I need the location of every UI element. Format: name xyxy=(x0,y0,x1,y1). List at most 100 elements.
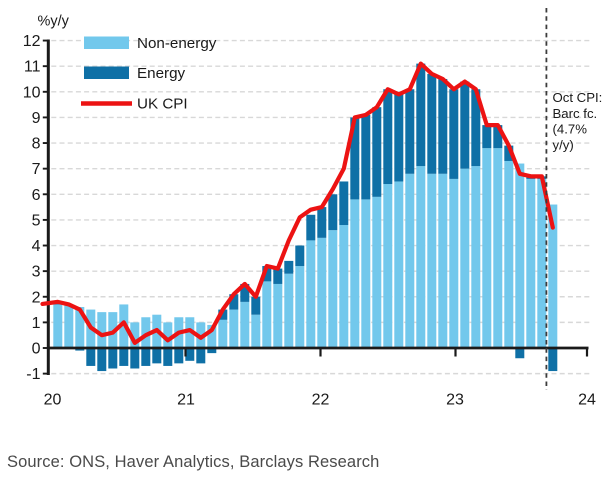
forecast-annotation-line: (4.7% xyxy=(553,122,588,137)
non-energy-bar xyxy=(141,317,151,348)
energy-bar xyxy=(504,145,514,161)
non-energy-bar xyxy=(548,204,558,348)
y-tick-label: 10 xyxy=(23,84,41,101)
energy-bar xyxy=(218,309,228,320)
y-tick-label: 3 xyxy=(32,264,41,281)
energy-bar xyxy=(273,268,283,284)
y-tick-label: 0 xyxy=(32,341,41,358)
axes xyxy=(42,39,589,375)
x-tick-label: 23 xyxy=(446,392,464,409)
energy-bar-negative xyxy=(130,348,140,369)
y-axis-unit-label: %y/y xyxy=(38,14,70,30)
legend: Non-energy Energy UK CPI xyxy=(81,35,217,113)
energy-bar xyxy=(361,114,371,200)
energy-bar xyxy=(350,117,360,200)
non-energy-bar xyxy=(438,173,448,348)
energy-bar xyxy=(482,125,492,149)
energy-bar-negative xyxy=(196,348,206,364)
y-tick-label: 8 xyxy=(32,136,41,153)
energy-bar xyxy=(471,89,481,167)
non-energy-bar xyxy=(306,240,316,348)
energy-bar xyxy=(229,294,239,310)
non-energy-bar xyxy=(394,181,404,348)
non-energy-bar xyxy=(361,199,371,348)
energy-bar-negative xyxy=(207,348,217,354)
forecast-annotation: Oct CPI:Barc fc.(4.7%y/y) xyxy=(553,90,603,152)
energy-bar xyxy=(339,181,349,226)
non-energy-bar xyxy=(350,199,360,348)
non-energy-bar xyxy=(537,178,547,348)
legend-label: UK CPI xyxy=(137,96,188,113)
energy-bar xyxy=(394,94,404,182)
energy-bar xyxy=(284,260,294,274)
non-energy-bar xyxy=(53,304,63,348)
non-energy-bar xyxy=(185,317,195,348)
y-tick-label: 11 xyxy=(24,59,41,76)
energy-bar xyxy=(328,194,338,231)
non-energy-bar xyxy=(383,184,393,348)
y-tick-label: 9 xyxy=(32,110,41,127)
legend-label: Energy xyxy=(137,65,186,82)
energy-bar xyxy=(295,245,305,267)
non-energy-bar xyxy=(471,166,481,348)
energy-bar xyxy=(427,73,437,174)
energy-bar xyxy=(493,125,503,149)
energy-bar xyxy=(438,78,448,174)
x-tick-label: 22 xyxy=(312,392,330,409)
non-energy-bar xyxy=(372,196,382,348)
non-energy-bar xyxy=(317,237,327,348)
non-energy-bar xyxy=(262,281,272,348)
non-energy-bar xyxy=(229,309,239,348)
non-energy-bar xyxy=(75,307,85,348)
non-energy-bar xyxy=(449,178,459,348)
forecast-annotation-line: y/y) xyxy=(553,137,574,152)
energy-bar xyxy=(372,107,382,197)
y-tick-label: 4 xyxy=(32,238,41,255)
x-tick-label: 24 xyxy=(578,392,596,409)
energy-bar-negative xyxy=(174,348,184,364)
energy-bar-negative xyxy=(185,348,195,361)
y-tick-label: 12 xyxy=(23,33,41,50)
energy-bar xyxy=(306,214,316,241)
energy-bar-negative xyxy=(86,348,96,366)
energy-bar xyxy=(251,296,261,315)
energy-bar-negative xyxy=(141,348,151,366)
non-energy-bar xyxy=(295,266,305,348)
x-tick-label: 21 xyxy=(177,392,195,409)
non-energy-bar xyxy=(251,314,261,348)
non-energy-bar xyxy=(339,225,349,348)
energy-bar xyxy=(449,89,459,179)
non-energy-bar xyxy=(64,304,74,348)
forecast-annotation-line: Oct CPI: xyxy=(553,90,603,105)
bars-layer xyxy=(53,63,558,372)
y-tick-label: 6 xyxy=(32,187,41,204)
energy-bar-negative xyxy=(108,348,118,369)
uk-cpi-line xyxy=(40,61,555,345)
legend-swatch-energy xyxy=(84,66,129,79)
energy-bar xyxy=(460,81,470,169)
non-energy-bar xyxy=(416,166,426,348)
non-energy-bar xyxy=(284,273,294,348)
y-tick-label: -1 xyxy=(26,366,40,383)
non-energy-bar xyxy=(482,148,492,348)
non-energy-bar xyxy=(328,230,338,348)
legend-swatch-non-energy xyxy=(84,36,129,49)
energy-bar-negative xyxy=(163,348,173,366)
non-energy-bar xyxy=(218,319,228,348)
legend-label: Non-energy xyxy=(137,35,217,52)
energy-bar-negative xyxy=(548,348,558,372)
y-tick-label: 1 xyxy=(32,315,41,332)
energy-bar xyxy=(383,89,393,185)
non-energy-bar xyxy=(130,322,140,348)
energy-bar-negative xyxy=(515,348,525,359)
non-energy-bar xyxy=(515,163,525,348)
non-energy-bar xyxy=(526,178,536,348)
energy-bar xyxy=(240,283,250,302)
non-energy-bar xyxy=(427,173,437,348)
x-tick-label: 20 xyxy=(44,392,62,409)
energy-bar-negative xyxy=(97,348,107,372)
energy-bar xyxy=(416,63,426,167)
y-tick-label: 2 xyxy=(32,289,41,306)
